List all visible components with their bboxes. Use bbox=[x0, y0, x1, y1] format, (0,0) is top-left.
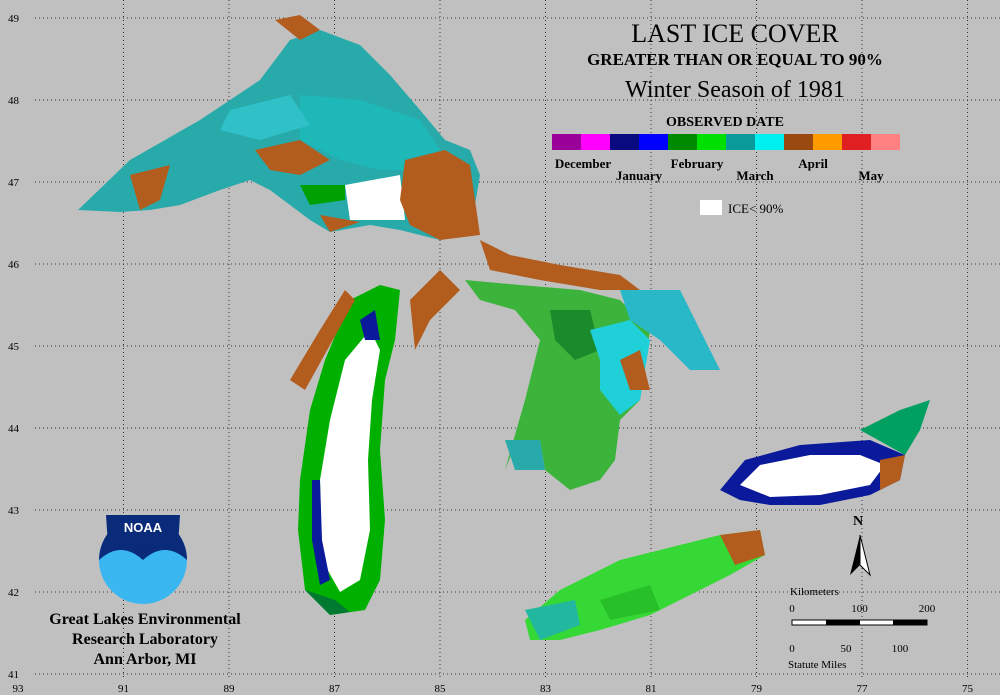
lat-label: 46 bbox=[8, 259, 20, 271]
legend-label: April bbox=[798, 156, 828, 171]
lake-erie bbox=[525, 530, 765, 640]
north-arrow: N bbox=[850, 514, 871, 577]
organization: Research Laboratory bbox=[72, 631, 218, 648]
lon-label: 91 bbox=[118, 683, 129, 695]
lake-superior bbox=[78, 15, 480, 240]
lat-label: 49 bbox=[8, 13, 20, 25]
legend-swatch bbox=[697, 134, 726, 150]
noaa-logo: NOAA bbox=[99, 515, 187, 604]
legend-label: May bbox=[858, 168, 884, 183]
lon-label: 75 bbox=[962, 683, 974, 695]
legend-swatch bbox=[639, 134, 668, 150]
scale-mile-label: Statute Miles bbox=[788, 659, 846, 671]
subtitle: GREATER THAN OR EQUAL TO 90% bbox=[587, 50, 883, 69]
legend-swatch bbox=[784, 134, 813, 150]
logo-text: NOAA bbox=[124, 520, 163, 535]
legend-label: March bbox=[736, 168, 774, 183]
legend-label: February bbox=[671, 156, 724, 171]
lat-label: 43 bbox=[8, 505, 20, 517]
lon-label: 87 bbox=[329, 683, 341, 695]
north-label: N bbox=[853, 514, 863, 529]
lon-label: 85 bbox=[435, 683, 447, 695]
legend-title: OBSERVED DATE bbox=[666, 115, 784, 130]
lon-label: 77 bbox=[857, 683, 869, 695]
lon-label: 89 bbox=[224, 683, 236, 695]
scale-mile-tick: 0 bbox=[789, 643, 795, 655]
organization: Great Lakes Environmental bbox=[49, 611, 241, 628]
lake-huron bbox=[465, 280, 720, 490]
legend-label: December bbox=[555, 156, 612, 171]
lon-label: 83 bbox=[540, 683, 552, 695]
lat-label: 47 bbox=[8, 177, 20, 189]
organization: Ann Arbor, MI bbox=[94, 651, 197, 668]
legend: December January February March April May bbox=[552, 134, 900, 183]
lon-label: 81 bbox=[646, 683, 657, 695]
season: Winter Season of 1981 bbox=[625, 77, 845, 103]
ice-swatch bbox=[700, 200, 722, 215]
legend-swatch bbox=[755, 134, 784, 150]
scale-km-tick: 100 bbox=[851, 603, 868, 615]
lat-label: 42 bbox=[8, 587, 19, 599]
legend-swatch bbox=[842, 134, 871, 150]
legend-swatch bbox=[871, 134, 900, 150]
title: LAST ICE COVER bbox=[631, 19, 839, 48]
legend-swatch bbox=[610, 134, 639, 150]
scale-bar: Kilometers Statute Miles 0 100 200 0 50 100 bbox=[788, 586, 936, 671]
legend-swatch bbox=[668, 134, 697, 150]
scale-km-tick: 0 bbox=[789, 603, 795, 615]
scale-km-label: Kilometers bbox=[790, 586, 839, 598]
legend-swatch bbox=[726, 134, 755, 150]
scale-km-tick: 200 bbox=[919, 603, 936, 615]
lat-label: 48 bbox=[8, 95, 20, 107]
scale-mile-tick: 100 bbox=[892, 643, 909, 655]
lon-label: 79 bbox=[751, 683, 763, 695]
lon-label: 93 bbox=[13, 683, 25, 695]
legend-swatch bbox=[581, 134, 610, 150]
legend-label: January bbox=[616, 168, 663, 183]
lake-michigan bbox=[290, 270, 460, 615]
scale-mile-tick: 50 bbox=[841, 643, 853, 655]
legend-swatch bbox=[552, 134, 581, 150]
legend-swatch bbox=[813, 134, 842, 150]
lat-label: 44 bbox=[8, 423, 20, 435]
lat-label: 45 bbox=[8, 341, 20, 353]
north-channel bbox=[480, 240, 640, 290]
lake-ontario bbox=[720, 400, 930, 505]
ice-note: ICE< 90% bbox=[728, 201, 784, 216]
lat-label: 41 bbox=[8, 669, 19, 681]
